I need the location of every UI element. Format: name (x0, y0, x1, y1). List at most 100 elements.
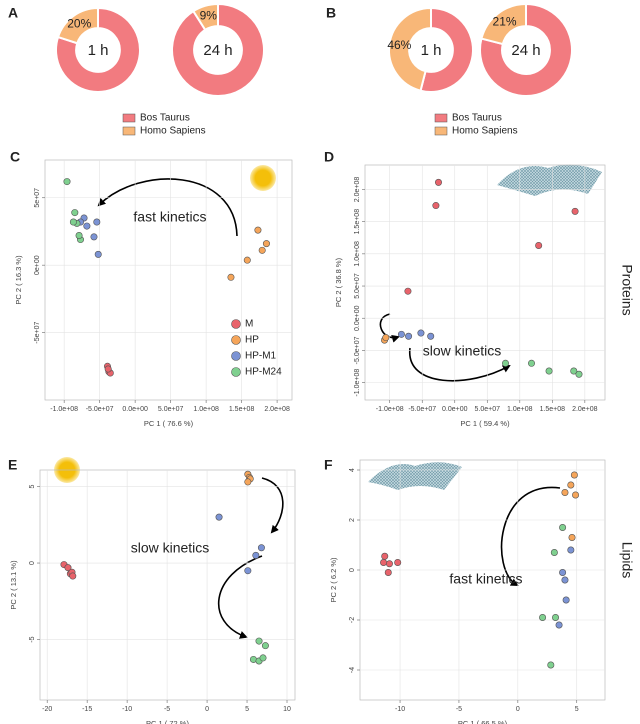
point (69, 572, 77, 580)
x-tick-label: -5 (456, 706, 462, 713)
point (244, 567, 252, 575)
pie-slice (479, 2, 573, 97)
point (384, 568, 392, 576)
x-tick-label: 0 (205, 706, 209, 713)
point (528, 359, 536, 367)
x-tick-label: 1.0e+08 (507, 406, 533, 413)
point (90, 233, 98, 241)
pie-center-label: 24 h (511, 42, 540, 59)
point (570, 367, 578, 375)
plot-frame (364, 164, 606, 401)
point (261, 642, 269, 650)
legend-swatch (122, 113, 136, 123)
side-label: Proteins (619, 264, 635, 315)
point (575, 370, 583, 378)
y-tick-label: 4 (349, 468, 356, 472)
y-tick-label: 2.0e+08 (354, 177, 361, 203)
x-axis-label: PC 1 ( 66.5 %) (458, 719, 508, 724)
point (93, 218, 101, 226)
side-label: Lipids (619, 542, 635, 579)
x-tick-label: -5.0e+07 (408, 406, 436, 413)
x-tick-label: 0 (516, 706, 520, 713)
point (550, 548, 558, 556)
point (559, 568, 567, 576)
point (69, 218, 77, 226)
y-tick-label: -4 (349, 667, 356, 673)
legend-label: Homo Sapiens (452, 126, 518, 137)
point (434, 178, 442, 186)
sun-icon (250, 165, 276, 191)
point (64, 564, 72, 572)
legend-swatch (122, 126, 136, 136)
panel-letter: D (324, 149, 334, 165)
y-tick-label: 1.0e+08 (354, 241, 361, 267)
point (555, 621, 563, 629)
y-tick-label: 1.5e+08 (354, 209, 361, 235)
annotation: slow kinetics (423, 343, 502, 359)
arrow (217, 555, 263, 639)
legend-label: M (245, 319, 253, 330)
pie-slice (480, 2, 527, 46)
legend-label: Bos Taurus (140, 113, 190, 124)
point (562, 596, 570, 604)
point (252, 551, 260, 559)
point (254, 226, 262, 234)
point (559, 523, 567, 531)
pie-slice (419, 6, 474, 93)
pie-center-label: 24 h (203, 42, 232, 59)
x-axis-label: PC 1 ( 76.6 %) (144, 419, 194, 428)
point (255, 637, 263, 645)
y-tick-label: 0 (29, 561, 36, 565)
pie-slice (171, 2, 265, 97)
x-tick-label: 0.0e+00 (122, 406, 148, 413)
x-tick-label: 5.0e+07 (158, 406, 184, 413)
point (75, 232, 83, 240)
y-tick-label: 5 (29, 484, 36, 488)
legend-marker (231, 367, 241, 377)
point (258, 246, 266, 254)
y-axis-label: PC 2 ( 16.3 %) (14, 255, 23, 305)
x-tick-label: 0.0e+00 (442, 406, 468, 413)
legend-label: HP-M24 (245, 367, 282, 378)
x-tick-label: 10 (283, 706, 291, 713)
legend-swatch (434, 126, 448, 136)
y-tick-label: 0.0e+00 (354, 305, 361, 331)
x-axis-label: PC 1 ( 59.4 %) (460, 419, 510, 428)
point (417, 329, 425, 337)
slice-label: 20% (67, 16, 91, 30)
y-tick-label: 5.0e+07 (354, 273, 361, 299)
x-tick-label: -1.0e+08 (376, 406, 404, 413)
legend-marker (231, 351, 241, 361)
legend-marker (231, 319, 241, 329)
y-tick-label: -5e+07 (34, 321, 41, 343)
point (432, 202, 440, 210)
y-tick-label: 2 (349, 518, 356, 522)
legend-label: HP-M1 (245, 351, 277, 362)
point (405, 332, 413, 340)
x-tick-label: -10 (395, 706, 405, 713)
point (63, 178, 71, 186)
point (539, 613, 547, 621)
arrow (409, 347, 511, 382)
y-axis-label: PC 2 ( 6.2 %) (329, 557, 338, 603)
arrow (379, 313, 400, 343)
point (572, 491, 580, 499)
x-tick-label: -1.0e+08 (50, 406, 78, 413)
point (382, 334, 390, 342)
point (244, 478, 252, 486)
point (404, 287, 412, 295)
x-tick-label: 5.0e+07 (475, 406, 501, 413)
point (83, 222, 91, 230)
pie-center-label: 1 h (88, 42, 109, 59)
slice-label: 21% (493, 15, 517, 29)
point (397, 330, 405, 338)
arrow (500, 486, 561, 586)
point (104, 365, 112, 373)
panel-letter: C (10, 149, 20, 165)
point (571, 207, 579, 215)
y-tick-label: 0 (349, 568, 356, 572)
arrow (261, 477, 284, 534)
point (380, 558, 388, 566)
pie-slice (191, 2, 219, 32)
